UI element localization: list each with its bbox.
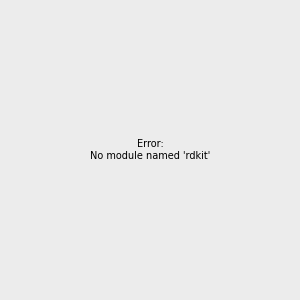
Text: Error:
No module named 'rdkit': Error: No module named 'rdkit' — [90, 139, 210, 161]
